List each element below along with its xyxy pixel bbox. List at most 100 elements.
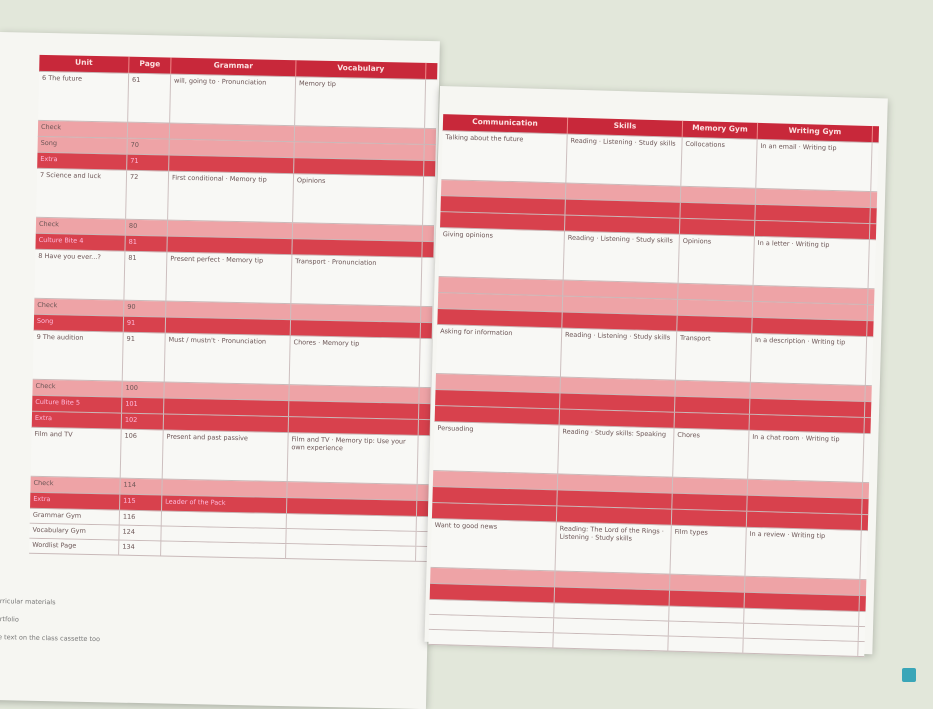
table-cell: Asking for information (435, 325, 563, 377)
header-cell: Writing Gym (757, 122, 874, 143)
table-cell (557, 490, 673, 509)
table-cell: Reading · Listening · Study skills (560, 328, 678, 380)
table-cell: Memory tip (295, 77, 427, 128)
table-cell (560, 393, 676, 412)
table-cell (560, 377, 676, 396)
table-cell (289, 401, 420, 419)
table-cell (286, 498, 418, 516)
table-cell: 116 (119, 510, 162, 526)
table-cell (744, 592, 860, 611)
table-cell: Opinions (678, 234, 755, 285)
table-cell: Check (32, 379, 123, 397)
header-cell: Vocabulary (296, 60, 427, 79)
table-cell (555, 571, 671, 590)
table-cell: Wordlist Page (29, 538, 120, 555)
table-cell (292, 239, 423, 257)
table-cell: Check (34, 298, 125, 316)
table-cell (672, 493, 748, 511)
table-cell: Culture Bite 4 (35, 233, 126, 251)
table-cell (755, 204, 871, 224)
table-cell (169, 155, 295, 174)
footnote: curricular materials (0, 596, 56, 607)
table-cell (749, 414, 865, 433)
table-cell (165, 317, 292, 336)
table-cell: 8 Have you ever...? (34, 249, 126, 300)
table-cell: Transport · Pronunciation (291, 255, 423, 306)
table-cell (747, 479, 864, 498)
table-cell: Want to good news (430, 518, 557, 571)
table-cell (554, 587, 670, 606)
table-cell: Persuading (433, 421, 560, 474)
table-cell (294, 158, 425, 176)
table-row: 7 Science and luck 72 First conditional · … (36, 168, 436, 227)
table-cell: 115 (120, 494, 163, 511)
table-cell: 91 (123, 316, 167, 333)
table-cell (164, 382, 290, 401)
table-cell (161, 541, 287, 559)
table-cell (288, 417, 419, 435)
table-cell: 90 (124, 300, 167, 317)
left-page: Unit Page Grammar Vocabulary 6 The future 61 w… (0, 32, 440, 709)
table-cell: In a review · Writing tip (745, 527, 862, 579)
table-cell (562, 296, 679, 315)
table-cell: Extra (37, 152, 128, 170)
header-cell: Memory Gym (682, 120, 759, 139)
table-cell: Must / mustn't · Pronunciation (164, 333, 291, 385)
table-cell (752, 317, 868, 337)
table-cell: Leader of the Pack (162, 495, 288, 514)
table-cell (565, 183, 682, 202)
table-cell: Chores (673, 428, 750, 479)
table-cell (169, 139, 295, 158)
table-cell: In an email · Writing tip (756, 139, 873, 192)
table-cell (291, 304, 422, 322)
table-cell (668, 636, 744, 653)
table-cell: 9 The audition (32, 330, 124, 381)
table-cell: 101 (122, 397, 165, 414)
table-cell: 61 (128, 73, 172, 123)
table-cell (289, 385, 420, 403)
table-row: Film and TV 106 Present and past passive Fi… (30, 427, 430, 486)
table-cell: 6 The future (38, 71, 130, 122)
table-cell: First conditional · Memory tip (168, 171, 295, 223)
table-cell (169, 123, 296, 142)
table-cell (754, 220, 871, 240)
table-cell: Present perfect · Memory tip (166, 252, 293, 304)
table-cell: 81 (125, 235, 168, 252)
table-cell (680, 202, 756, 220)
table-row: 8 Have you ever...? 81 Present perfect · M… (34, 249, 434, 308)
table-cell: Giving opinions (438, 228, 565, 280)
table-cell (752, 301, 869, 321)
table-cell (749, 398, 866, 417)
table-cell (287, 482, 418, 500)
table-cell (167, 236, 293, 255)
table-cell: In a letter · Writing tip (753, 236, 870, 289)
table-cell (290, 320, 422, 338)
table-cell (675, 380, 751, 398)
table-cell: will, going to · Pronunciation (170, 74, 297, 126)
table-cell (161, 526, 287, 544)
table-cell (294, 126, 426, 144)
table-cell (556, 506, 673, 525)
footnote: portfolio (0, 614, 19, 624)
table-cell (428, 629, 554, 648)
table-cell: Film and TV · Memory tip: Use your own e… (287, 433, 419, 484)
table-cell (166, 301, 292, 320)
page-corner-tab (902, 668, 916, 682)
table-cell: Extra (30, 492, 121, 510)
table-cell: Check (30, 476, 121, 494)
table-cell: Song (33, 314, 125, 332)
table-cell (677, 299, 754, 317)
table-cell (677, 315, 753, 333)
table-cell: Grammar Gym (29, 508, 121, 525)
table-cell: 70 (127, 138, 170, 155)
table-cell: 134 (119, 540, 162, 556)
table-cell: 81 (124, 251, 168, 301)
left-table: Unit Page Grammar Vocabulary 6 The future 61 w… (29, 54, 438, 563)
table-cell (743, 638, 859, 656)
table-cell: 124 (119, 525, 162, 541)
table-cell: Reading · Listening · Study skills (563, 231, 680, 283)
table-cell: 80 (125, 219, 169, 236)
table-cell (162, 479, 288, 498)
footnotes: curricular materials portfolio the text on… (0, 592, 101, 648)
